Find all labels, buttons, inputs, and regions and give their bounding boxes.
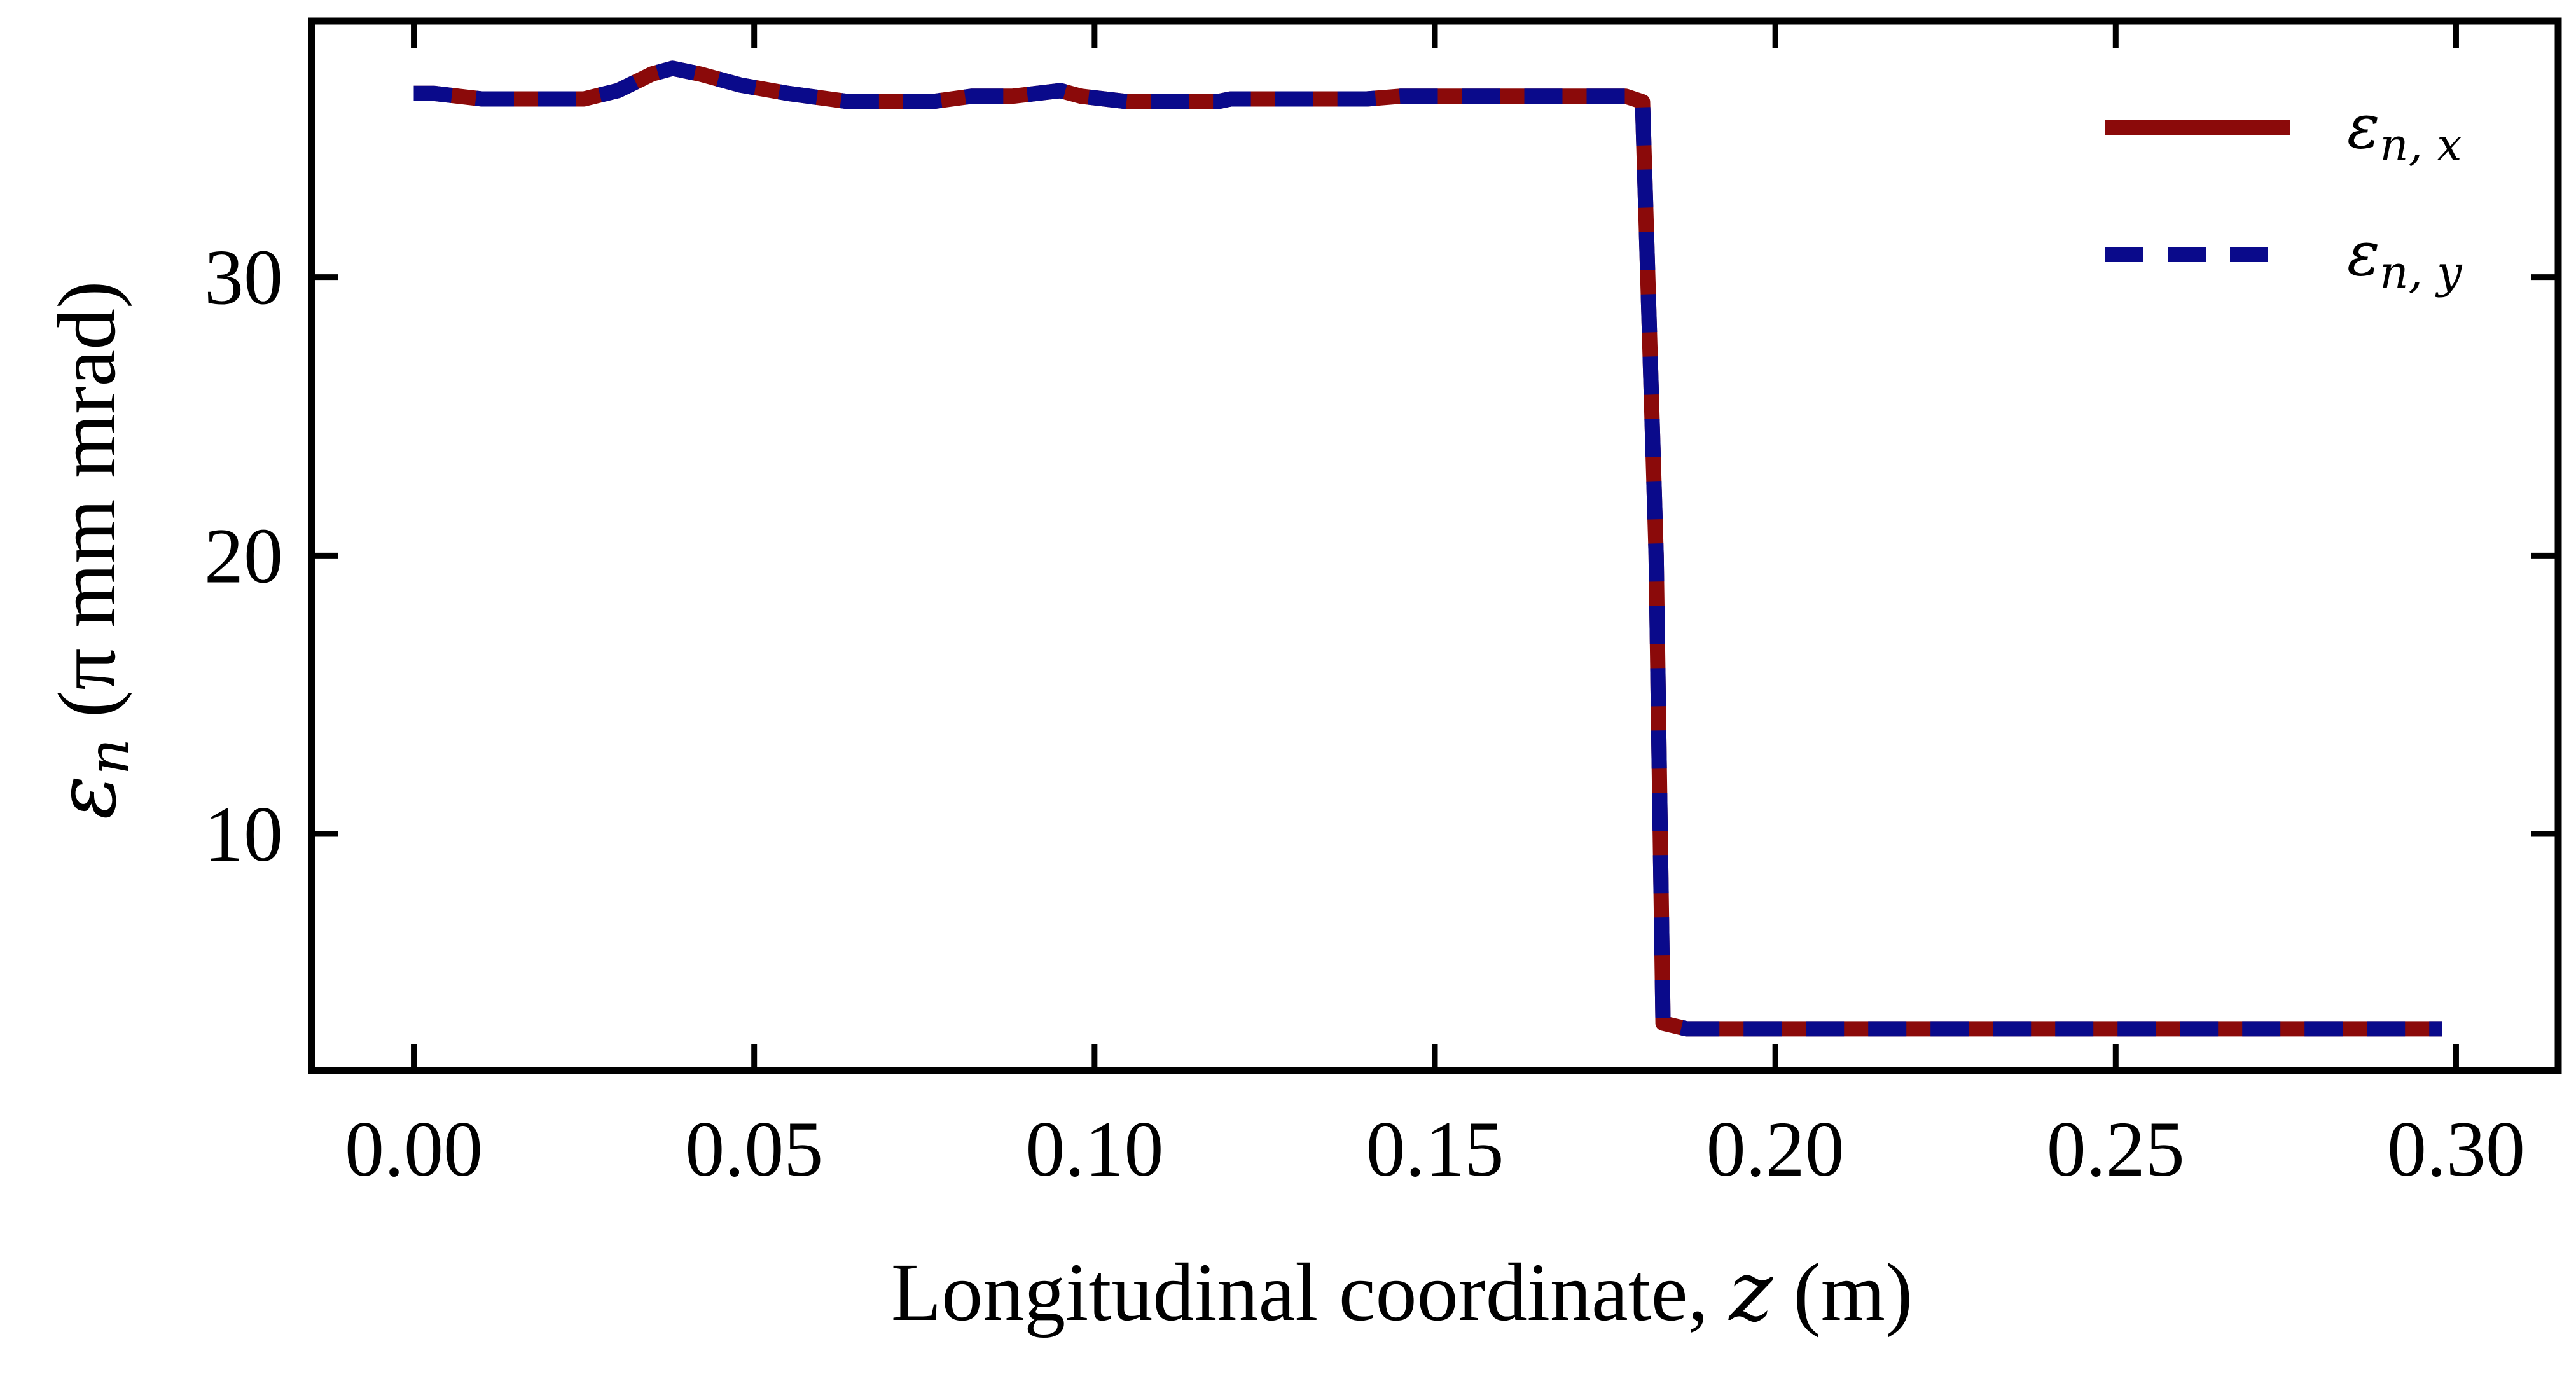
x-tick-label: 0.05 (685, 1106, 823, 1193)
x-tick-label: 0.00 (345, 1106, 483, 1193)
y-tick-label: 30 (204, 234, 283, 321)
y-axis-title-unit: (π mm mrad) (41, 281, 133, 739)
x-tick-label: 0.15 (1366, 1106, 1504, 1193)
plot-frame (308, 17, 2562, 1074)
y-tick-label: 10 (204, 791, 283, 878)
legend-label-y-symbol: ε (2347, 218, 2380, 289)
x-tick-label: 0.25 (2047, 1106, 2185, 1193)
legend-label-x: εn, x (2347, 91, 2462, 171)
legend-label-x-symbol: ε (2347, 91, 2380, 162)
axis-ticks (312, 21, 2558, 1071)
x-axis-title-variable: z (1728, 1243, 1774, 1340)
y-axis-title: εn (π mm mrad) (38, 281, 142, 820)
series-layer (413, 60, 2442, 1037)
x-tick-label: 0.30 (2387, 1106, 2525, 1193)
x-tick-label: 0.10 (1025, 1106, 1163, 1193)
x-axis-title-unit: (m) (1773, 1247, 1913, 1338)
legend-label-y: εn, y (2347, 218, 2463, 298)
y-axis-title-symbol: ε (38, 775, 134, 820)
series-line-emittance-y (413, 60, 2442, 1037)
x-axis-title-prefix: Longitudinal coordinate, (891, 1247, 1729, 1338)
y-tick-label: 20 (204, 512, 283, 599)
x-axis-title: Longitudinal coordinate, z (m) (891, 1243, 1913, 1340)
legend-label-x-subscript: n, x (2380, 119, 2462, 171)
legend: εn, x εn, y (2105, 91, 2463, 298)
x-tick-label: 0.20 (1707, 1106, 1845, 1193)
legend-label-y-subscript: n, y (2380, 246, 2463, 298)
y-axis-title-subscript: n (76, 739, 142, 775)
tick-labels: 0.00 0.05 0.10 0.15 0.20 0.25 0.30 10 20 30 (204, 234, 2525, 1193)
